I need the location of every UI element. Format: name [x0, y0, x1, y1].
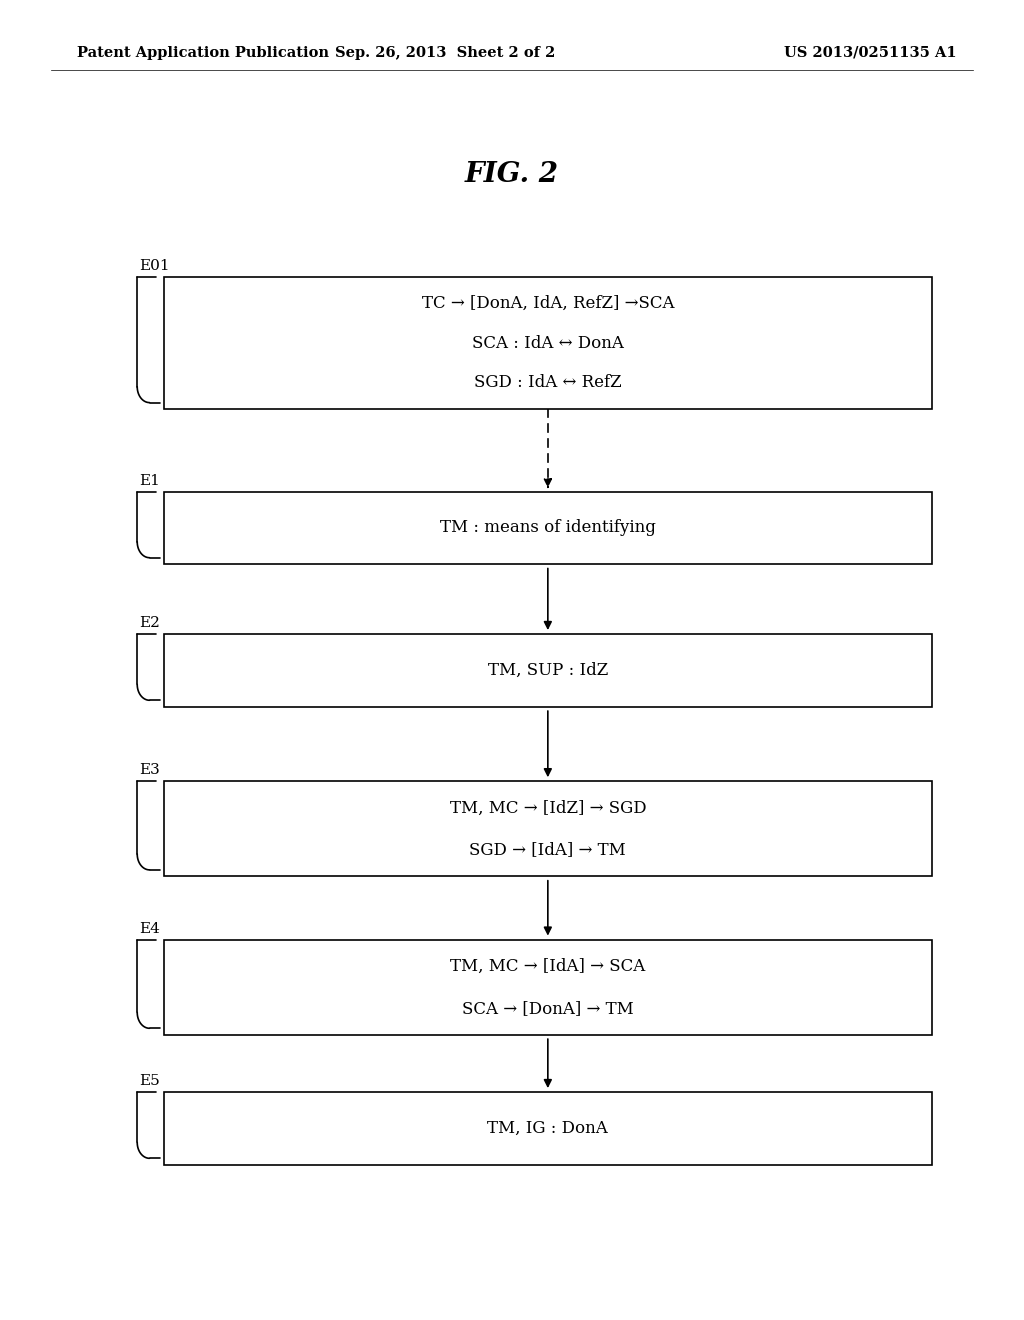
- Bar: [164, 491, 932, 565]
- Bar: [164, 277, 932, 409]
- Text: TM, MC → [IdA] → SCA: TM, MC → [IdA] → SCA: [451, 958, 645, 975]
- Text: E2: E2: [139, 616, 160, 631]
- Text: TM, SUP : IdZ: TM, SUP : IdZ: [487, 663, 608, 678]
- Text: US 2013/0251135 A1: US 2013/0251135 A1: [784, 46, 956, 59]
- Text: SCA : IdA ↔ DonA: SCA : IdA ↔ DonA: [472, 335, 624, 351]
- Text: E01: E01: [139, 259, 170, 273]
- Text: SGD → [IdA] → TM: SGD → [IdA] → TM: [469, 841, 627, 858]
- Text: Sep. 26, 2013  Sheet 2 of 2: Sep. 26, 2013 Sheet 2 of 2: [335, 46, 556, 59]
- Bar: [164, 781, 932, 876]
- Text: E3: E3: [139, 763, 160, 777]
- Bar: [164, 635, 932, 708]
- Text: TC → [DonA, IdA, RefZ] →SCA: TC → [DonA, IdA, RefZ] →SCA: [422, 296, 674, 312]
- Text: TM, IG : DonA: TM, IG : DonA: [487, 1121, 608, 1137]
- Bar: [164, 1093, 932, 1166]
- Text: E1: E1: [139, 474, 160, 488]
- Text: TM, MC → [IdZ] → SGD: TM, MC → [IdZ] → SGD: [450, 800, 646, 817]
- Text: SGD : IdA ↔ RefZ: SGD : IdA ↔ RefZ: [474, 375, 622, 391]
- Text: SCA → [DonA] → TM: SCA → [DonA] → TM: [462, 999, 634, 1016]
- Text: E5: E5: [139, 1074, 160, 1088]
- Text: Patent Application Publication: Patent Application Publication: [77, 46, 329, 59]
- Text: E4: E4: [139, 921, 160, 936]
- Text: FIG. 2: FIG. 2: [465, 161, 559, 187]
- Text: TM : means of identifying: TM : means of identifying: [440, 520, 655, 536]
- Bar: [164, 940, 932, 1035]
